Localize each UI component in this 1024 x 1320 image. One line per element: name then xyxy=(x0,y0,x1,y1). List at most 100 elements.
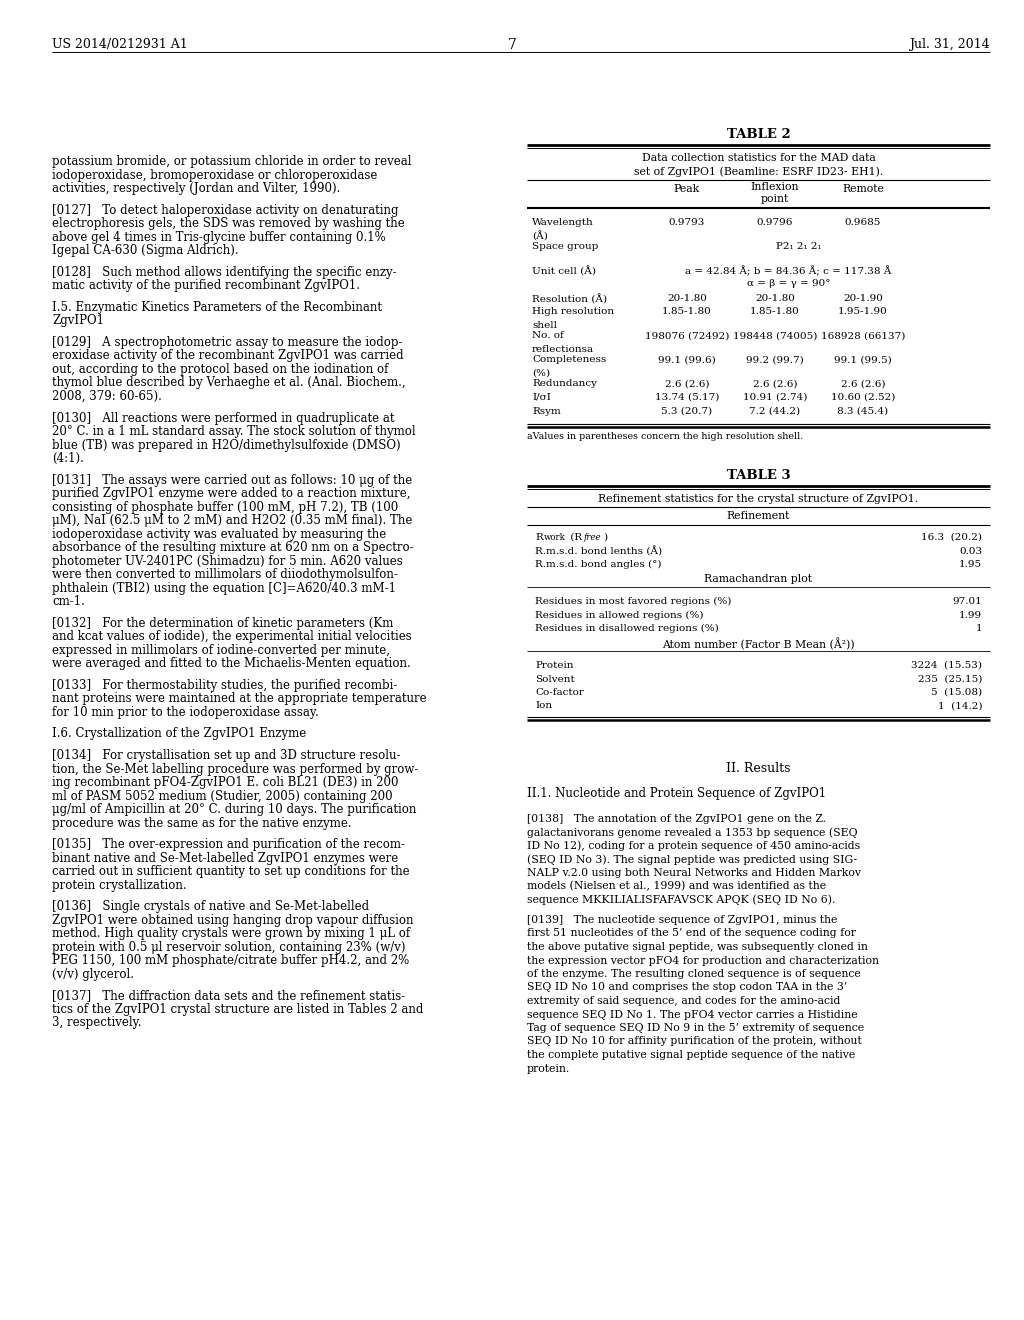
Text: [0138]   The annotation of the ZgvIPO1 gene on the Z.: [0138] The annotation of the ZgvIPO1 gen… xyxy=(527,813,826,824)
Text: potassium bromide, or potassium chloride in order to reveal: potassium bromide, or potassium chloride… xyxy=(52,154,412,168)
Text: Solvent: Solvent xyxy=(535,675,574,684)
Text: 20-1.80: 20-1.80 xyxy=(755,294,795,304)
Text: [0139]   The nucleotide sequence of ZgvIPO1, minus the: [0139] The nucleotide sequence of ZgvIPO… xyxy=(527,915,838,925)
Text: binant native and Se-Met-labelled ZgvIPO1 enzymes were: binant native and Se-Met-labelled ZgvIPO… xyxy=(52,851,398,865)
Text: TABLE 3: TABLE 3 xyxy=(727,469,791,482)
Text: Refinement: Refinement xyxy=(727,511,791,521)
Text: Ramachandran plot: Ramachandran plot xyxy=(705,573,812,583)
Text: [0134]   For crystallisation set up and 3D structure resolu-: [0134] For crystallisation set up and 3D… xyxy=(52,748,400,762)
Text: Redundancy: Redundancy xyxy=(532,380,597,388)
Text: procedure was the same as for the native enzyme.: procedure was the same as for the native… xyxy=(52,817,351,829)
Text: (Å): (Å) xyxy=(532,231,548,242)
Text: 10.60 (2.52): 10.60 (2.52) xyxy=(830,393,895,403)
Text: 0.9793: 0.9793 xyxy=(669,218,706,227)
Text: [0127]   To detect haloperoxidase activity on denaturating: [0127] To detect haloperoxidase activity… xyxy=(52,203,398,216)
Text: electrophoresis gels, the SDS was removed by washing the: electrophoresis gels, the SDS was remove… xyxy=(52,216,404,230)
Text: [0132]   For the determination of kinetic parameters (Km: [0132] For the determination of kinetic … xyxy=(52,616,393,630)
Text: Refinement statistics for the crystal structure of ZgvIPO1.: Refinement statistics for the crystal st… xyxy=(598,494,919,504)
Text: expressed in millimolars of iodine-converted per minute,: expressed in millimolars of iodine-conve… xyxy=(52,644,390,657)
Text: I.6. Crystallization of the ZgvIPO1 Enzyme: I.6. Crystallization of the ZgvIPO1 Enzy… xyxy=(52,727,306,741)
Text: SEQ ID No 10 for affinity purification of the protein, without: SEQ ID No 10 for affinity purification o… xyxy=(527,1036,862,1047)
Text: [0137]   The diffraction data sets and the refinement statis-: [0137] The diffraction data sets and the… xyxy=(52,989,406,1002)
Text: 2008, 379: 60-65).: 2008, 379: 60-65). xyxy=(52,389,162,403)
Text: first 51 nucleotides of the 5’ end of the sequence coding for: first 51 nucleotides of the 5’ end of th… xyxy=(527,928,856,939)
Text: Residues in most favored regions (%): Residues in most favored regions (%) xyxy=(535,597,731,606)
Text: [0135]   The over-expression and purification of the recom-: [0135] The over-expression and purificat… xyxy=(52,838,406,851)
Text: Jul. 31, 2014: Jul. 31, 2014 xyxy=(909,38,990,51)
Text: the complete putative signal peptide sequence of the native: the complete putative signal peptide seq… xyxy=(527,1049,855,1060)
Text: 3224  (15.53): 3224 (15.53) xyxy=(911,661,982,671)
Text: thymol blue described by Verhaeghe et al. (Anal. Biochem.,: thymol blue described by Verhaeghe et al… xyxy=(52,376,406,389)
Text: PEG 1150, 100 mM phosphate/citrate buffer pH4.2, and 2%: PEG 1150, 100 mM phosphate/citrate buffe… xyxy=(52,954,410,968)
Text: (4:1).: (4:1). xyxy=(52,451,84,465)
Text: Wavelength: Wavelength xyxy=(532,218,594,227)
Text: iodoperoxidase, bromoperoxidase or chloroperoxidase: iodoperoxidase, bromoperoxidase or chlor… xyxy=(52,169,378,181)
Text: [0131]   The assays were carried out as follows: 10 μg of the: [0131] The assays were carried out as fo… xyxy=(52,474,413,487)
Text: No. of: No. of xyxy=(532,331,564,341)
Text: Resolution (Å): Resolution (Å) xyxy=(532,294,607,304)
Text: μM), NaI (62.5 μM to 2 mM) and H2O2 (0.35 mM final). The: μM), NaI (62.5 μM to 2 mM) and H2O2 (0.3… xyxy=(52,513,413,527)
Text: 235  (25.15): 235 (25.15) xyxy=(918,675,982,684)
Text: Tag of sequence SEQ ID No 9 in the 5’ extremity of sequence: Tag of sequence SEQ ID No 9 in the 5’ ex… xyxy=(527,1023,864,1034)
Text: I.5. Enzymatic Kinetics Parameters of the Recombinant: I.5. Enzymatic Kinetics Parameters of th… xyxy=(52,301,382,314)
Text: Igepal CA-630 (Sigma Aldrich).: Igepal CA-630 (Sigma Aldrich). xyxy=(52,244,239,257)
Text: 2.6 (2.6): 2.6 (2.6) xyxy=(665,380,710,388)
Text: ): ) xyxy=(603,533,607,543)
Text: P2₁ 2₁ 2₁: P2₁ 2₁ 2₁ xyxy=(776,242,821,251)
Text: I/σI: I/σI xyxy=(532,393,551,403)
Text: free: free xyxy=(584,533,602,543)
Text: carried out in sufficient quantity to set up conditions for the: carried out in sufficient quantity to se… xyxy=(52,865,410,878)
Text: Peak: Peak xyxy=(674,183,700,194)
Text: R.m.s.d. bond lenths (Å): R.m.s.d. bond lenths (Å) xyxy=(535,546,663,557)
Text: II.1. Nucleotide and Protein Sequence of ZgvIPO1: II.1. Nucleotide and Protein Sequence of… xyxy=(527,787,826,800)
Text: Unit cell (Å): Unit cell (Å) xyxy=(532,267,596,276)
Text: 1.95-1.90: 1.95-1.90 xyxy=(838,308,888,317)
Text: method. High quality crystals were grown by mixing 1 μL of: method. High quality crystals were grown… xyxy=(52,927,411,940)
Text: 5.3 (20.7): 5.3 (20.7) xyxy=(662,407,713,416)
Text: a = 42.84 Å; b = 84.36 Å; c = 117.38 Å: a = 42.84 Å; b = 84.36 Å; c = 117.38 Å xyxy=(685,267,892,276)
Text: of the enzyme. The resulting cloned sequence is of sequence: of the enzyme. The resulting cloned sequ… xyxy=(527,969,861,979)
Text: and kcat values of iodide), the experimental initial velocities: and kcat values of iodide), the experime… xyxy=(52,630,412,643)
Text: 5  (15.08): 5 (15.08) xyxy=(931,688,982,697)
Text: 7.2 (44.2): 7.2 (44.2) xyxy=(750,407,801,416)
Text: (SEQ ID No 3). The signal peptide was predicted using SIG-: (SEQ ID No 3). The signal peptide was pr… xyxy=(527,854,857,865)
Text: R: R xyxy=(535,533,543,543)
Text: 7: 7 xyxy=(508,38,516,51)
Text: protein crystallization.: protein crystallization. xyxy=(52,879,186,891)
Text: out, according to the protocol based on the iodination of: out, according to the protocol based on … xyxy=(52,363,388,376)
Text: 1: 1 xyxy=(976,624,982,634)
Text: Co-factor: Co-factor xyxy=(535,688,584,697)
Text: iodoperoxidase activity was evaluated by measuring the: iodoperoxidase activity was evaluated by… xyxy=(52,528,386,541)
Text: [0129]   A spectrophotometric assay to measure the iodop-: [0129] A spectrophotometric assay to mea… xyxy=(52,335,402,348)
Text: High resolution: High resolution xyxy=(532,308,614,317)
Text: 20-1.90: 20-1.90 xyxy=(843,294,883,304)
Text: tics of the ZgvIPO1 crystal structure are listed in Tables 2 and: tics of the ZgvIPO1 crystal structure ar… xyxy=(52,1003,423,1016)
Text: II. Results: II. Results xyxy=(726,762,791,775)
Text: were then converted to millimolars of diiodothymolsulfon-: were then converted to millimolars of di… xyxy=(52,568,398,581)
Text: μg/ml of Ampicillin at 20° C. during 10 days. The purification: μg/ml of Ampicillin at 20° C. during 10 … xyxy=(52,803,417,816)
Text: Rsym: Rsym xyxy=(532,407,561,416)
Text: 97.01: 97.01 xyxy=(952,597,982,606)
Text: point: point xyxy=(761,194,790,205)
Text: protein.: protein. xyxy=(527,1064,570,1073)
Text: extremity of said sequence, and codes for the amino-acid: extremity of said sequence, and codes fo… xyxy=(527,997,841,1006)
Text: purified ZgvIPO1 enzyme were added to a reaction mixture,: purified ZgvIPO1 enzyme were added to a … xyxy=(52,487,411,500)
Text: absorbance of the resulting mixture at 620 nm on a Spectro-: absorbance of the resulting mixture at 6… xyxy=(52,541,414,554)
Text: galactanivorans genome revealed a 1353 bp sequence (SEQ: galactanivorans genome revealed a 1353 b… xyxy=(527,828,858,838)
Text: eroxidase activity of the recombinant ZgvIPO1 was carried: eroxidase activity of the recombinant Zg… xyxy=(52,350,403,363)
Text: 168928 (66137): 168928 (66137) xyxy=(821,331,905,341)
Text: matic activity of the purified recombinant ZgvIPO1.: matic activity of the purified recombina… xyxy=(52,280,360,292)
Text: 1.95: 1.95 xyxy=(958,560,982,569)
Text: 13.74 (5.17): 13.74 (5.17) xyxy=(654,393,719,403)
Text: 0.9685: 0.9685 xyxy=(845,218,882,227)
Text: [0130]   All reactions were performed in quadruplicate at: [0130] All reactions were performed in q… xyxy=(52,412,394,425)
Text: 1.99: 1.99 xyxy=(958,610,982,619)
Text: 8.3 (45.4): 8.3 (45.4) xyxy=(838,407,889,416)
Text: photometer UV-2401PC (Shimadzu) for 5 min. A620 values: photometer UV-2401PC (Shimadzu) for 5 mi… xyxy=(52,554,402,568)
Text: sequence SEQ ID No 1. The pFO4 vector carries a Histidine: sequence SEQ ID No 1. The pFO4 vector ca… xyxy=(527,1010,858,1019)
Text: ing recombinant pFO4-ZgvIPO1 E. coli BL21 (DE3) in 200: ing recombinant pFO4-ZgvIPO1 E. coli BL2… xyxy=(52,776,398,789)
Text: 20-1.80: 20-1.80 xyxy=(667,294,707,304)
Text: Inflexion: Inflexion xyxy=(751,182,800,191)
Text: 2.6 (2.6): 2.6 (2.6) xyxy=(841,380,886,388)
Text: the expression vector pFO4 for production and characterization: the expression vector pFO4 for productio… xyxy=(527,956,879,965)
